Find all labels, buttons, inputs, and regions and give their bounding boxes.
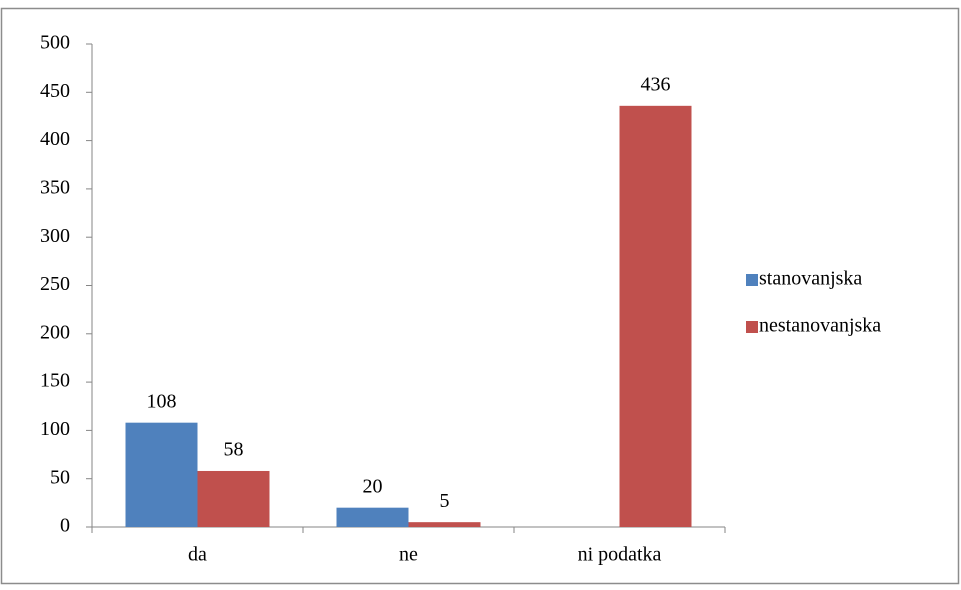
y-tick-label: 50 (50, 466, 70, 488)
data-label: 436 (641, 73, 671, 95)
x-tick-label: da (188, 544, 207, 566)
y-tick-label: 350 (40, 176, 70, 198)
bar (125, 422, 198, 527)
y-tick-label: 500 (40, 32, 70, 54)
x-tick-label: ni podatka (578, 544, 662, 566)
y-tick-label: 300 (40, 225, 70, 247)
data-label: 58 (224, 439, 244, 461)
y-tick-label: 100 (40, 418, 70, 440)
y-tick-label: 0 (60, 515, 70, 537)
bar (408, 522, 481, 527)
bar (336, 507, 409, 527)
data-label: 108 (147, 390, 177, 412)
bar (197, 470, 270, 527)
legend-swatch (746, 274, 758, 286)
data-label: 5 (440, 490, 450, 512)
y-tick-label: 250 (40, 273, 70, 295)
legend-swatch (746, 321, 758, 333)
data-label: 20 (363, 475, 383, 497)
legend-label: stanovanjska (759, 268, 862, 290)
y-tick-label: 400 (40, 128, 70, 150)
x-tick-label: ne (399, 544, 418, 566)
y-tick-label: 450 (40, 80, 70, 102)
bar (619, 105, 692, 527)
y-tick-label: 150 (40, 370, 70, 392)
legend-label: nestanovanjska (759, 315, 881, 337)
y-tick-label: 200 (40, 321, 70, 343)
